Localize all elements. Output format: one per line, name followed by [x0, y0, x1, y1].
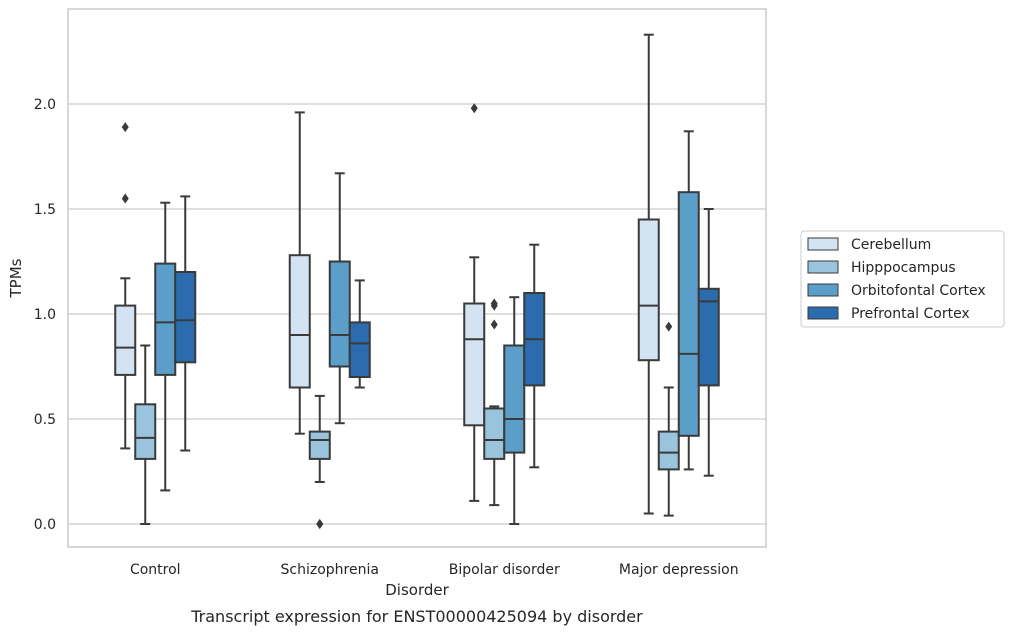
x-tick-label: Control	[130, 562, 181, 578]
box-body	[697, 287, 720, 387]
plot-area	[114, 33, 720, 529]
box-body	[154, 262, 177, 376]
box-body	[657, 430, 680, 471]
box	[288, 111, 311, 435]
legend-swatch	[807, 237, 839, 251]
legend-label: Hipppocampus	[851, 260, 956, 276]
figure-caption: Transcript expression for ENST0000042509…	[190, 607, 643, 626]
legend: Cerebellum Hipppocampus Orbitofontal Corte…	[800, 230, 1005, 328]
legend-frame	[800, 230, 1005, 328]
y-tick-label: 1.0	[34, 307, 56, 323]
box	[697, 208, 720, 477]
box	[134, 344, 157, 525]
box	[483, 298, 506, 507]
box	[677, 130, 700, 471]
box	[523, 243, 546, 469]
outlier-point	[470, 103, 478, 114]
box	[114, 122, 137, 450]
outlier-point	[121, 122, 129, 133]
legend-swatch	[807, 306, 839, 320]
y-tick-labels: 0.0 0.5 1.0 1.5 2.0	[34, 97, 56, 533]
x-axis-label: Disorder	[385, 581, 449, 599]
box-body	[114, 304, 137, 376]
legend-swatch	[807, 283, 839, 297]
outlier-point	[316, 519, 324, 529]
plot-frame	[67, 8, 767, 548]
box	[328, 172, 351, 425]
box	[503, 296, 526, 525]
box-body	[503, 344, 526, 454]
box	[657, 321, 680, 517]
outlier-point	[665, 321, 673, 332]
y-tick-label: 2.0	[34, 97, 56, 113]
box-body	[174, 271, 197, 364]
box-body	[463, 302, 486, 427]
legend-swatch	[807, 260, 839, 274]
box	[154, 201, 177, 492]
outlier-point	[490, 319, 498, 330]
box-body	[483, 407, 506, 460]
legend-label: Orbitofontal Cortex	[851, 283, 986, 299]
x-tick-label: Schizophrenia	[281, 562, 379, 578]
box-body	[677, 191, 700, 437]
x-tick-labels: Control Schizophrenia Bipolar disorder Majo…	[130, 562, 739, 578]
legend-label: Cerebellum	[851, 237, 931, 253]
box	[637, 33, 660, 515]
box-body	[308, 430, 331, 460]
y-axis-label: TPMs	[7, 258, 25, 298]
outlier-point	[121, 193, 129, 204]
box	[174, 195, 197, 452]
y-tick-label: 1.5	[34, 202, 56, 218]
box-body	[637, 218, 660, 362]
box	[463, 103, 486, 502]
y-tick-label: 0.0	[34, 517, 56, 533]
box	[308, 394, 331, 529]
box-body	[328, 260, 351, 368]
x-tick-label: Bipolar disorder	[449, 562, 560, 578]
box	[348, 279, 371, 389]
box-body	[348, 321, 371, 378]
outlier-point	[490, 298, 498, 309]
box-body	[288, 254, 311, 389]
y-tick-label: 0.5	[34, 412, 56, 428]
box-body	[134, 403, 157, 460]
x-tick-label: Major depression	[619, 562, 739, 578]
legend-label: Prefrontal Cortex	[851, 306, 970, 322]
